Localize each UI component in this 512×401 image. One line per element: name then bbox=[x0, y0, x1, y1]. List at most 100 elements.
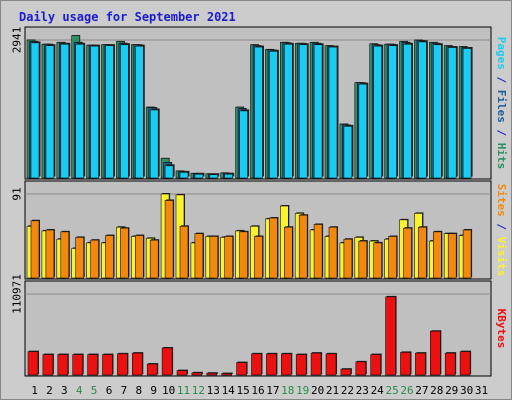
pages-bar-day-3 bbox=[60, 43, 70, 179]
panel-hits-files-pages-y-max-label: 2941 bbox=[11, 27, 24, 54]
legend-part-0: Pages bbox=[496, 37, 509, 70]
kbytes-bar-day-23 bbox=[355, 361, 367, 376]
legend-part-1: / bbox=[496, 217, 509, 237]
sites-bar-day-19 bbox=[298, 214, 308, 279]
sites-bar-day-26 bbox=[403, 227, 412, 279]
day-label-15: 15 bbox=[236, 384, 249, 397]
day-label-10: 10 bbox=[162, 384, 175, 397]
pages-bar-day-22 bbox=[343, 126, 353, 179]
kbytes-bar-day-15 bbox=[236, 362, 247, 376]
sites-bar-day-22 bbox=[343, 238, 353, 279]
day-label-22: 22 bbox=[341, 384, 354, 397]
kbytes-bar-day-19 bbox=[295, 354, 307, 376]
day-label-9: 9 bbox=[150, 384, 157, 397]
sites-bar-day-11 bbox=[179, 226, 189, 279]
sites-bar-day-23 bbox=[358, 240, 368, 279]
sites-bar-day-28 bbox=[432, 231, 442, 279]
day-label-1: 1 bbox=[31, 384, 38, 397]
kbytes-bar-day-17 bbox=[266, 353, 277, 376]
kbytes-bar-day-14 bbox=[221, 373, 232, 376]
panel-kbytes: 110971 KBytes bbox=[11, 274, 509, 377]
sites-bar-day-18 bbox=[283, 226, 293, 279]
day-label-5: 5 bbox=[91, 384, 98, 397]
sites-bar-day-16 bbox=[254, 236, 263, 279]
chart-panels: 2941 Pages / Files / Hits 91 Sites / Visits… bbox=[11, 26, 509, 377]
kbytes-bar-day-18 bbox=[280, 353, 292, 376]
day-axis: 1 2 3 4 5 6 7 8 9 10 11 12 13 14 15 16 17 18 19 20 21 22 23 24 2… bbox=[31, 384, 488, 397]
day-label-29: 29 bbox=[445, 384, 458, 397]
sites-bar-day-13 bbox=[209, 236, 219, 279]
day-label-21: 21 bbox=[326, 384, 339, 397]
day-label-6: 6 bbox=[106, 384, 113, 397]
kbytes-bar-day-6 bbox=[102, 354, 113, 376]
day-label-25: 25 bbox=[385, 384, 398, 397]
pages-bar-day-24 bbox=[373, 45, 383, 179]
pages-bar-day-20 bbox=[313, 44, 323, 179]
legend-part-4: Hits bbox=[496, 143, 509, 170]
pages-bar-day-17 bbox=[269, 51, 278, 179]
pages-bar-day-6 bbox=[105, 45, 114, 179]
panel-visits-sites-bars bbox=[26, 193, 473, 279]
day-label-27: 27 bbox=[415, 384, 428, 397]
kbytes-bar-day-9 bbox=[146, 363, 158, 376]
day-label-20: 20 bbox=[311, 384, 324, 397]
sites-bar-day-27 bbox=[418, 226, 427, 279]
sites-bar-day-7 bbox=[120, 227, 129, 279]
day-label-23: 23 bbox=[356, 384, 369, 397]
pages-bar-day-18 bbox=[283, 43, 293, 179]
kbytes-bar-day-25 bbox=[385, 296, 396, 376]
panel-kbytes-y-max-label: 110971 bbox=[11, 274, 24, 314]
legend-part-3: / bbox=[496, 123, 509, 143]
kbytes-bar-day-3 bbox=[57, 354, 69, 376]
sites-bar-day-6 bbox=[105, 235, 114, 279]
pages-bar-day-25 bbox=[388, 45, 397, 179]
sites-bar-day-8 bbox=[135, 235, 144, 279]
kbytes-bar-day-2 bbox=[42, 354, 54, 376]
day-label-30: 30 bbox=[460, 384, 473, 397]
pages-bar-day-9 bbox=[149, 109, 159, 179]
kbytes-bar-day-12 bbox=[191, 372, 203, 376]
day-label-11: 11 bbox=[177, 384, 190, 397]
panel-kbytes-bars bbox=[27, 295, 472, 376]
pages-bar-day-5 bbox=[90, 45, 99, 179]
kbytes-bar-day-29 bbox=[444, 352, 456, 376]
legend-part-0: KBytes bbox=[496, 309, 509, 349]
kbytes-bar-day-20 bbox=[310, 352, 322, 376]
sites-bar-day-5 bbox=[90, 239, 99, 279]
pages-bar-day-13 bbox=[209, 174, 219, 179]
sites-bar-day-14 bbox=[224, 236, 233, 279]
panel-hits-files-pages-legend: Pages / Files / Hits bbox=[496, 37, 509, 170]
legend-part-0: Sites bbox=[496, 184, 509, 217]
sites-bar-day-15 bbox=[239, 231, 248, 279]
sites-bar-day-29 bbox=[447, 233, 457, 279]
legend-part-2: Visits bbox=[496, 237, 509, 277]
pages-bar-day-28 bbox=[432, 44, 442, 179]
pages-bar-day-30 bbox=[462, 48, 472, 179]
sites-bar-day-17 bbox=[269, 217, 278, 279]
sites-bar-day-24 bbox=[373, 242, 383, 279]
kbytes-bar-day-8 bbox=[132, 352, 143, 376]
kbytes-bar-day-16 bbox=[251, 353, 262, 376]
day-label-7: 7 bbox=[121, 384, 128, 397]
day-label-13: 13 bbox=[207, 384, 220, 397]
pages-bar-day-26 bbox=[403, 43, 412, 179]
sites-bar-day-2 bbox=[45, 229, 55, 279]
sites-bar-day-4 bbox=[75, 237, 84, 279]
kbytes-bar-day-30 bbox=[459, 351, 471, 376]
day-label-19: 19 bbox=[296, 384, 309, 397]
day-label-28: 28 bbox=[430, 384, 443, 397]
sites-bar-day-12 bbox=[194, 233, 204, 279]
kbytes-bar-day-5 bbox=[87, 354, 98, 376]
pages-bar-day-27 bbox=[418, 41, 427, 179]
pages-bar-day-2 bbox=[45, 45, 55, 179]
pages-bar-day-15 bbox=[239, 110, 248, 179]
panel-kbytes-legend: KBytes bbox=[496, 309, 509, 349]
day-label-2: 2 bbox=[46, 384, 53, 397]
panel-hits-files-pages: 2941 Pages / Files / Hits bbox=[11, 26, 509, 180]
kbytes-bar-day-13 bbox=[206, 372, 218, 376]
pages-bar-day-29 bbox=[447, 47, 457, 179]
pages-bar-day-7 bbox=[120, 44, 129, 179]
day-label-24: 24 bbox=[371, 384, 385, 397]
sites-bar-day-1 bbox=[30, 220, 40, 279]
